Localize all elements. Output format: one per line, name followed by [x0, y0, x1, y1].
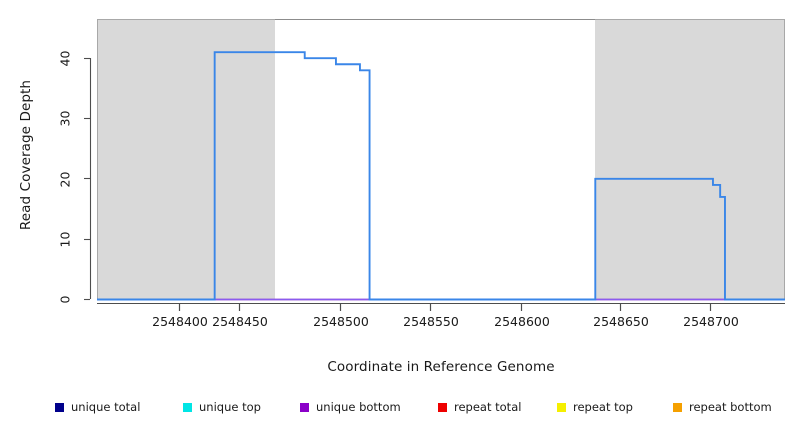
legend-label-repeat-top: repeat top [573, 400, 633, 414]
legend-swatch-unique-top-icon [183, 402, 192, 412]
legend-swatch-unique-bottom-icon [300, 402, 309, 412]
legend-label-repeat-bottom: repeat bottom [689, 400, 772, 414]
legend-label-unique-bottom: unique bottom [316, 400, 401, 414]
legend-label-unique-total: unique total [71, 400, 141, 414]
legend-item-unique-total[interactable]: unique total [55, 398, 140, 416]
y-axis [84, 57, 92, 301]
x-tick-label-2548500: 2548500 [313, 314, 369, 329]
y-tick-label-10: 10 [57, 231, 73, 248]
y-axis-title: Read Coverage Depth [18, 79, 34, 231]
x-tick-label-2548400: 2548400 [152, 314, 208, 329]
x-axis [97, 302, 785, 311]
shaded-repeat-regions [97, 19, 785, 299]
x-axis-title: Coordinate in Reference Genome [327, 359, 555, 375]
y-tick-label-20: 20 [57, 171, 73, 188]
x-tick-label-2548450: 2548450 [212, 314, 268, 329]
series-unique-total-line [97, 51, 785, 301]
x-tick-label-2548650: 2548650 [593, 314, 649, 329]
legend-item-repeat-top[interactable]: repeat top [557, 398, 633, 416]
x-tick-label-2548550: 2548550 [403, 314, 459, 329]
legend-swatch-unique-total-icon [55, 402, 64, 412]
legend-swatch-repeat-bottom-icon [673, 402, 682, 412]
chart-legend: unique total unique top unique bottom re… [0, 398, 792, 420]
legend-item-unique-top[interactable]: unique top [183, 398, 261, 416]
legend-item-repeat-total[interactable]: repeat total [438, 398, 521, 416]
y-tick-label-40: 40 [57, 50, 73, 67]
y-tick-label-30: 30 [57, 110, 73, 127]
x-tick-label-2548700: 2548700 [683, 314, 739, 329]
legend-label-repeat-total: repeat total [454, 400, 522, 414]
shaded-region-right [595, 19, 785, 299]
shaded-region-left [97, 19, 275, 299]
legend-label-unique-top: unique top [199, 400, 261, 414]
series-layer [97, 51, 785, 301]
legend-swatch-repeat-total-icon [438, 402, 447, 412]
x-tick-label-2548600: 2548600 [494, 314, 550, 329]
legend-swatch-repeat-top-icon [557, 402, 566, 412]
legend-item-unique-bottom[interactable]: unique bottom [300, 398, 401, 416]
y-tick-label-0: 0 [57, 295, 73, 304]
legend-item-repeat-bottom[interactable]: repeat bottom [673, 398, 772, 416]
